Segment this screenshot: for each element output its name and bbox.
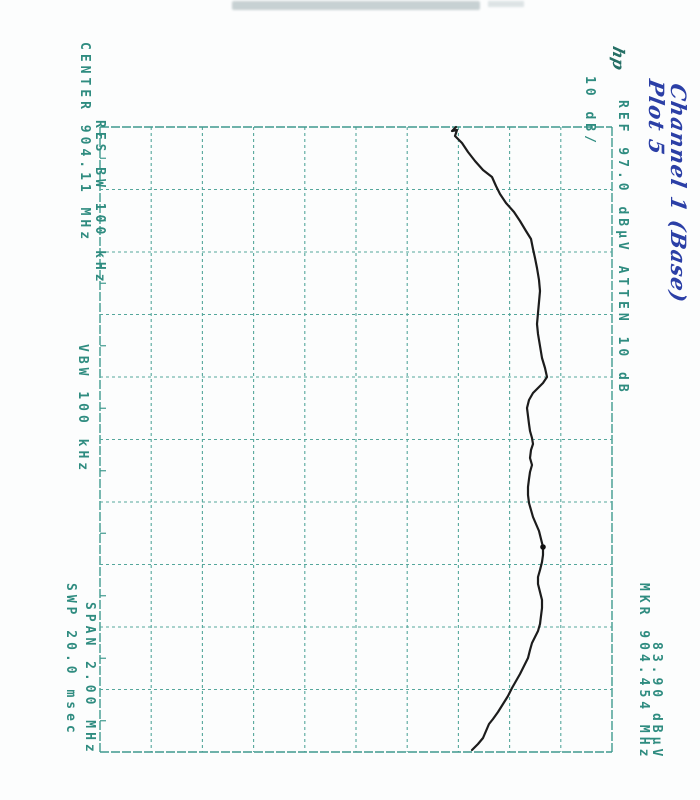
ref-atten-label: REF 97.0 dBµV ATTEN 10 dB bbox=[615, 100, 630, 396]
sweep-time-label: SWP 20.0 msec bbox=[63, 583, 78, 737]
handwritten-note-line2: Channel 1 (Base) bbox=[666, 81, 691, 306]
hp-logo: hp bbox=[609, 44, 628, 73]
vbw-label: VBW 100 kHz bbox=[75, 344, 90, 475]
center-freq-label: CENTER 904.11 MHz bbox=[77, 42, 92, 244]
scan-artifact bbox=[232, 1, 480, 10]
res-bw-label: RES BW 100 kHz bbox=[92, 120, 107, 286]
span-label: SPAN 2.00 MHz bbox=[82, 602, 97, 756]
scale-per-div-label: 10 dB/ bbox=[582, 76, 597, 147]
scan-artifact-2 bbox=[488, 1, 524, 7]
spectrum-trace bbox=[450, 125, 549, 752]
marker-ampl-label: 83.90 dBµV bbox=[649, 642, 664, 761]
marker-dot bbox=[540, 544, 546, 550]
